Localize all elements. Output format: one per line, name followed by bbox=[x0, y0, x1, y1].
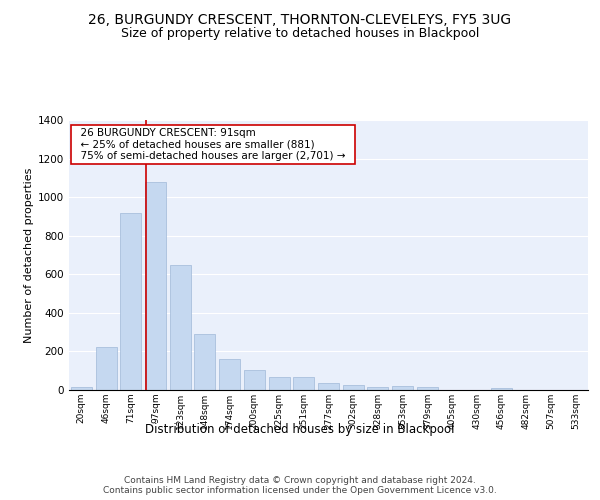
Bar bbox=[293, 376, 314, 390]
Bar bbox=[219, 359, 240, 390]
Y-axis label: Number of detached properties: Number of detached properties bbox=[24, 168, 34, 342]
Bar bbox=[145, 182, 166, 390]
Bar bbox=[367, 387, 388, 390]
Bar bbox=[95, 346, 116, 390]
Text: 26 BURGUNDY CRESCENT: 91sqm  
  ← 25% of detached houses are smaller (881)  
  7: 26 BURGUNDY CRESCENT: 91sqm ← 25% of det… bbox=[74, 128, 352, 162]
Text: 26, BURGUNDY CRESCENT, THORNTON-CLEVELEYS, FY5 3UG: 26, BURGUNDY CRESCENT, THORNTON-CLEVELEY… bbox=[88, 12, 512, 26]
Text: Distribution of detached houses by size in Blackpool: Distribution of detached houses by size … bbox=[145, 422, 455, 436]
Bar bbox=[120, 212, 141, 390]
Text: Size of property relative to detached houses in Blackpool: Size of property relative to detached ho… bbox=[121, 28, 479, 40]
Bar bbox=[318, 382, 339, 390]
Bar bbox=[417, 388, 438, 390]
Bar bbox=[392, 386, 413, 390]
Bar bbox=[491, 388, 512, 390]
Bar bbox=[244, 370, 265, 390]
Bar bbox=[343, 385, 364, 390]
Bar bbox=[71, 386, 92, 390]
Bar bbox=[194, 334, 215, 390]
Bar bbox=[269, 376, 290, 390]
Text: Contains HM Land Registry data © Crown copyright and database right 2024.
Contai: Contains HM Land Registry data © Crown c… bbox=[103, 476, 497, 495]
Bar bbox=[170, 264, 191, 390]
